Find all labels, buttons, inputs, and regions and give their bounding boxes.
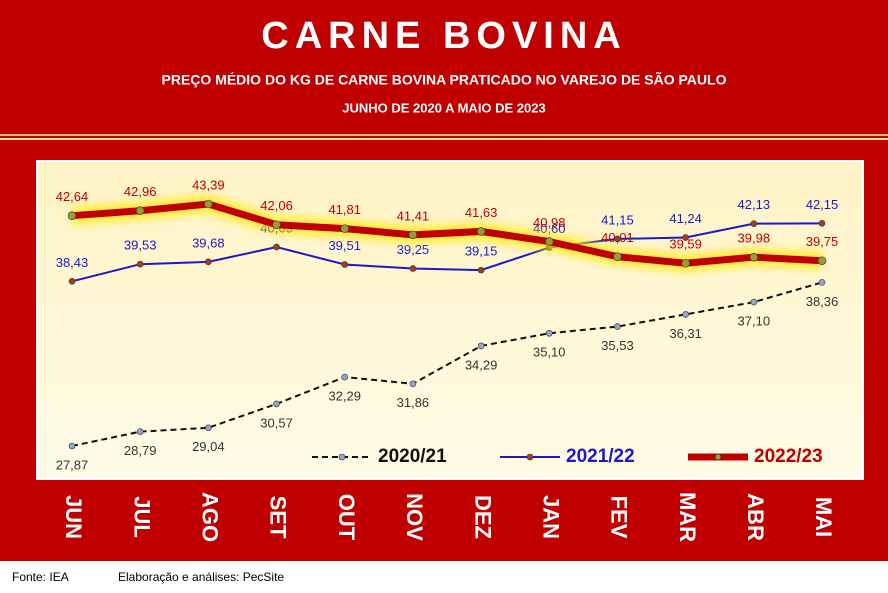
data-label: 42,96 <box>124 184 157 199</box>
point <box>682 311 689 318</box>
point <box>750 298 758 306</box>
point <box>477 342 485 350</box>
point <box>681 258 690 268</box>
data-label: 39,15 <box>465 244 498 259</box>
point <box>408 230 418 240</box>
point <box>817 256 827 266</box>
x-tick-label: MAI <box>811 497 836 537</box>
data-label: 39,75 <box>806 234 839 249</box>
point <box>749 252 759 262</box>
point <box>409 265 417 272</box>
line <box>71 222 823 283</box>
data-label: 41,15 <box>601 212 634 227</box>
point <box>68 278 76 285</box>
point <box>682 234 689 241</box>
point <box>67 211 77 220</box>
data-label: 42,13 <box>738 197 771 212</box>
data-label: 27,87 <box>56 457 89 472</box>
x-tick-label: DEZ <box>470 495 495 539</box>
data-label: 29,04 <box>192 439 225 454</box>
x-tick-label: FEV <box>607 496 632 539</box>
data-label: 42,64 <box>56 189 89 204</box>
data-label: 39,51 <box>328 238 361 253</box>
legend-label: 2020/21 <box>378 446 447 467</box>
data-label: 36,31 <box>669 326 702 341</box>
point <box>409 380 417 388</box>
data-label: 39,68 <box>192 235 225 250</box>
point <box>614 235 621 243</box>
data-label: 41,24 <box>669 211 702 226</box>
point <box>544 237 554 246</box>
legend-marker <box>338 453 346 461</box>
data-label: 41,81 <box>328 202 361 217</box>
data-label: 35,53 <box>601 338 634 353</box>
point <box>613 252 622 262</box>
data-label: 41,63 <box>465 205 498 220</box>
x-tick-label: OUT <box>334 494 359 541</box>
x-tick-label: JAN <box>538 495 563 539</box>
legend-label: 2021/22 <box>566 446 635 467</box>
x-tick-label: ABR <box>743 493 768 541</box>
data-label: 38,36 <box>806 294 839 309</box>
x-tick-label: JUN <box>61 495 86 539</box>
subtitle: PREÇO MÉDIO DO KG DE CARNE BOVINA PRATIC… <box>162 71 727 88</box>
point <box>273 243 280 251</box>
source: Fonte: IEA <box>12 570 69 584</box>
data-label: 39,53 <box>124 238 157 253</box>
x-tick-label: SET <box>266 496 291 539</box>
point <box>477 266 485 274</box>
point <box>205 258 212 266</box>
point <box>545 329 553 337</box>
data-label: 30,57 <box>260 415 293 430</box>
x-tick-label: NOV <box>402 493 427 541</box>
data-label: 39,98 <box>738 231 771 246</box>
period: JUNHO DE 2020 A MAIO DE 2023 <box>342 100 546 115</box>
point <box>341 373 349 381</box>
point <box>272 220 281 230</box>
legend-marker <box>714 453 722 461</box>
data-label: 37,10 <box>738 314 771 329</box>
point <box>136 260 144 268</box>
credit: Elaboração e análises: PecSite <box>118 570 284 584</box>
point <box>273 400 280 408</box>
data-label: 34,29 <box>465 357 498 372</box>
data-label: 39,25 <box>397 242 430 257</box>
point <box>136 428 144 435</box>
legend-label: 2022/23 <box>754 446 823 467</box>
point <box>340 224 350 233</box>
data-label: 43,39 <box>192 177 225 192</box>
x-tick-label: AGO <box>198 492 223 542</box>
data-label: 31,86 <box>397 395 430 410</box>
data-label: 41,41 <box>397 208 430 223</box>
data-label: 38,43 <box>56 255 89 270</box>
point <box>750 220 758 227</box>
point <box>205 424 212 432</box>
data-label: 40,98 <box>533 215 566 230</box>
data-label: 42,06 <box>260 198 293 213</box>
point <box>818 279 826 286</box>
point <box>68 442 76 450</box>
data-label: 32,29 <box>328 389 361 404</box>
data-label: 35,10 <box>533 345 566 360</box>
legend-marker <box>526 453 534 461</box>
point <box>818 220 826 227</box>
line <box>71 281 823 447</box>
point <box>204 199 213 209</box>
data-label: 39,59 <box>669 237 702 252</box>
x-tick-label: JUL <box>129 496 154 538</box>
chart-title: CARNE BOVINA <box>261 15 626 57</box>
point <box>135 206 145 216</box>
point <box>341 261 349 268</box>
line <box>71 200 823 267</box>
point <box>614 323 621 330</box>
data-label: 28,79 <box>124 443 157 458</box>
x-tick-label: MAR <box>675 492 700 542</box>
data-label: 40,01 <box>601 230 634 245</box>
point <box>476 227 486 236</box>
data-label: 42,15 <box>806 197 839 212</box>
